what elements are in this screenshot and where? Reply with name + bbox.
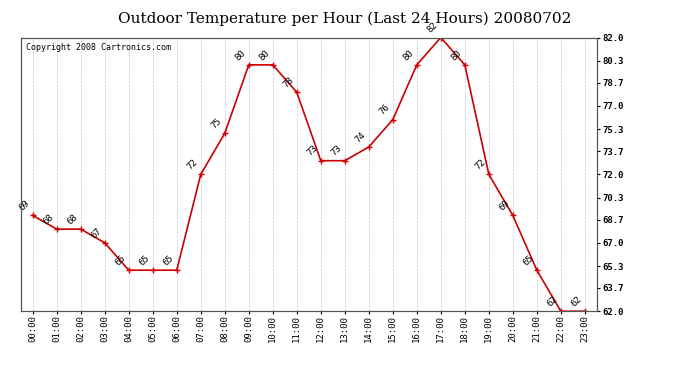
- Text: 68: 68: [41, 212, 55, 226]
- Text: 67: 67: [90, 226, 104, 240]
- Text: 72: 72: [186, 158, 199, 172]
- Text: 69: 69: [17, 199, 31, 213]
- Text: 74: 74: [353, 130, 368, 144]
- Text: 68: 68: [66, 212, 79, 226]
- Text: 65: 65: [161, 254, 175, 267]
- Text: 80: 80: [449, 48, 464, 62]
- Text: 72: 72: [473, 158, 487, 172]
- Text: 65: 65: [113, 254, 128, 267]
- Text: 76: 76: [377, 103, 391, 117]
- Text: 73: 73: [306, 144, 319, 158]
- Text: 80: 80: [233, 48, 248, 62]
- Text: 62: 62: [546, 294, 560, 309]
- Text: Outdoor Temperature per Hour (Last 24 Hours) 20080702: Outdoor Temperature per Hour (Last 24 Ho…: [118, 11, 572, 26]
- Text: 69: 69: [497, 199, 511, 213]
- Text: 80: 80: [402, 48, 415, 62]
- Text: 65: 65: [522, 254, 535, 267]
- Text: 75: 75: [210, 117, 224, 130]
- Text: 80: 80: [257, 48, 271, 62]
- Text: Copyright 2008 Cartronics.com: Copyright 2008 Cartronics.com: [26, 43, 171, 52]
- Text: 73: 73: [329, 144, 344, 158]
- Text: 78: 78: [282, 75, 295, 90]
- Text: 82: 82: [426, 21, 440, 35]
- Text: 62: 62: [569, 294, 584, 309]
- Text: 65: 65: [137, 254, 151, 267]
